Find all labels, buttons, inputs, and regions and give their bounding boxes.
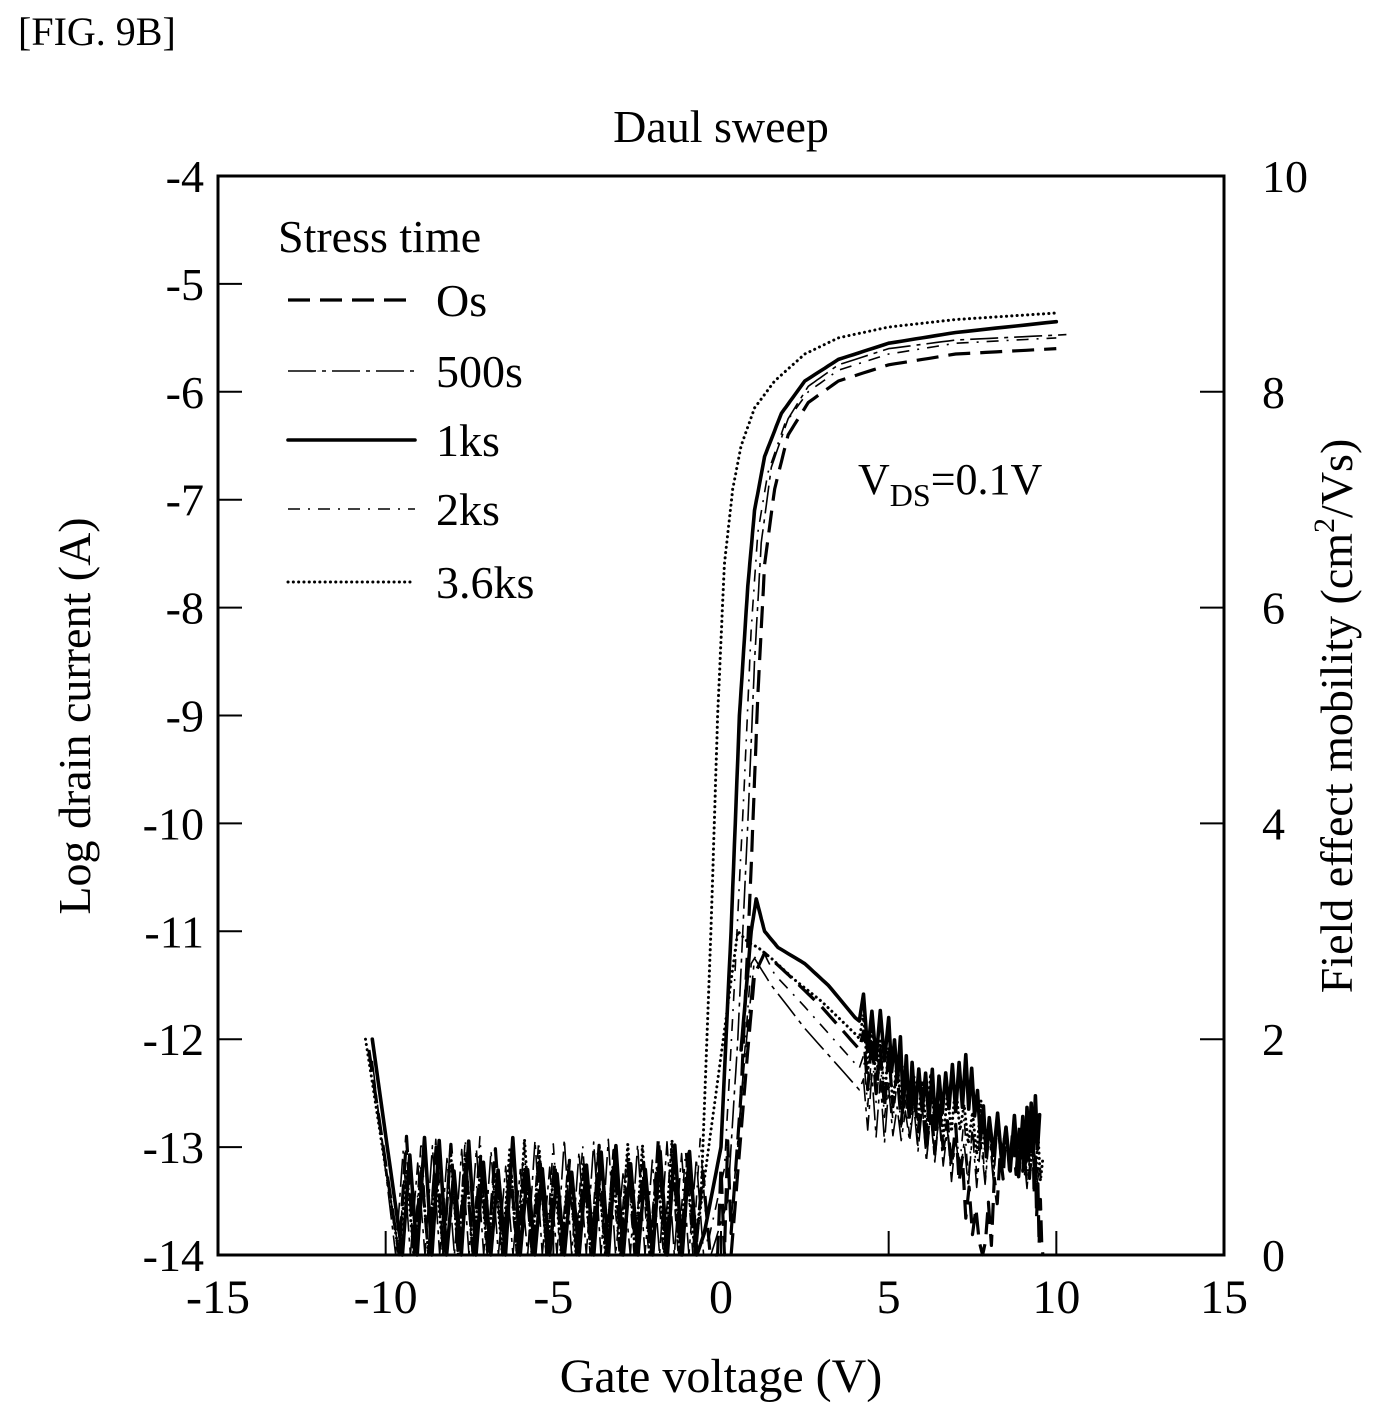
legend-label: Os	[436, 275, 487, 326]
x-tick-label: -5	[533, 1271, 573, 1324]
legend-label: 500s	[436, 346, 523, 397]
y2-tick-label: 10	[1262, 151, 1308, 202]
y-tick-label: -8	[166, 583, 204, 634]
figure-label: [FIG. 9B]	[18, 9, 176, 54]
y-tick-label: -14	[143, 1230, 204, 1281]
transfer-curve-3.6ks	[364, 311, 1058, 1257]
legend-label: 3.6ks	[436, 557, 534, 608]
y2-tick-label: 8	[1262, 367, 1285, 418]
legend-title: Stress time	[278, 211, 481, 262]
x-tick-label: 10	[1032, 1271, 1080, 1324]
legend-label: 2ks	[436, 484, 500, 535]
vds-annotation-sub: DS	[890, 477, 931, 513]
vds-annotation: VDS=0.1V	[858, 455, 1043, 513]
x-tick-label: -10	[354, 1271, 418, 1324]
x-tick-label: 0	[709, 1271, 733, 1324]
vds-annotation-main: V	[858, 455, 890, 504]
x-axis-ticks: -15 -10 -5 0 5 10 15	[186, 1231, 1248, 1324]
transfer-curve-1ks	[370, 319, 1059, 1257]
y-tick-label: -13	[143, 1122, 204, 1173]
y2-tick-label: 6	[1262, 583, 1285, 634]
y-tick-label: -6	[166, 367, 204, 418]
curves-layer	[364, 311, 1067, 1257]
x-axis-label: Gate voltage (V)	[560, 1350, 883, 1403]
y-tick-label: -10	[143, 798, 204, 849]
transfer-curve-500s	[371, 333, 1067, 1256]
y2-axis-label-main: Field effect mobility (cm	[1311, 533, 1362, 994]
y-tick-label: -9	[166, 691, 204, 742]
legend: Stress time Os 500s 1ks 2ks 3.6ks	[278, 211, 534, 608]
chart-title: Daul sweep	[613, 101, 829, 152]
mobility-curve-Os	[729, 951, 1045, 1257]
y2-axis-label-tail: /Vs)	[1311, 439, 1362, 518]
y2-tick-label: 0	[1262, 1230, 1285, 1281]
y-tick-label: -11	[144, 906, 204, 957]
x-tick-label: -15	[186, 1271, 250, 1324]
vds-annotation-tail: =0.1V	[931, 455, 1043, 504]
x-tick-label: 5	[877, 1271, 901, 1324]
y2-axis-ticks: 10 8 6 4 2 0	[1200, 151, 1308, 1281]
y-tick-label: -7	[166, 475, 204, 526]
mobility-curve-3.6ks	[692, 929, 1045, 1257]
y-axis-label: Log drain current (A)	[49, 517, 100, 914]
y2-tick-label: 2	[1262, 1014, 1285, 1065]
y2-axis-label-sup: 2	[1308, 518, 1341, 533]
x-tick-label: 15	[1200, 1271, 1248, 1324]
y2-axis-label: Field effect mobility (cm2/Vs)	[1308, 439, 1362, 994]
y-tick-label: -5	[166, 259, 204, 310]
y-axis-ticks: -4 -5 -6 -7 -8 -9 -10 -11 -12 -13 -14	[143, 151, 242, 1281]
y-tick-label: -12	[143, 1014, 204, 1065]
legend-label: 1ks	[436, 415, 500, 466]
y2-tick-label: 4	[1262, 798, 1285, 849]
y-tick-label: -4	[166, 151, 204, 202]
plot-frame	[216, 174, 1226, 1257]
